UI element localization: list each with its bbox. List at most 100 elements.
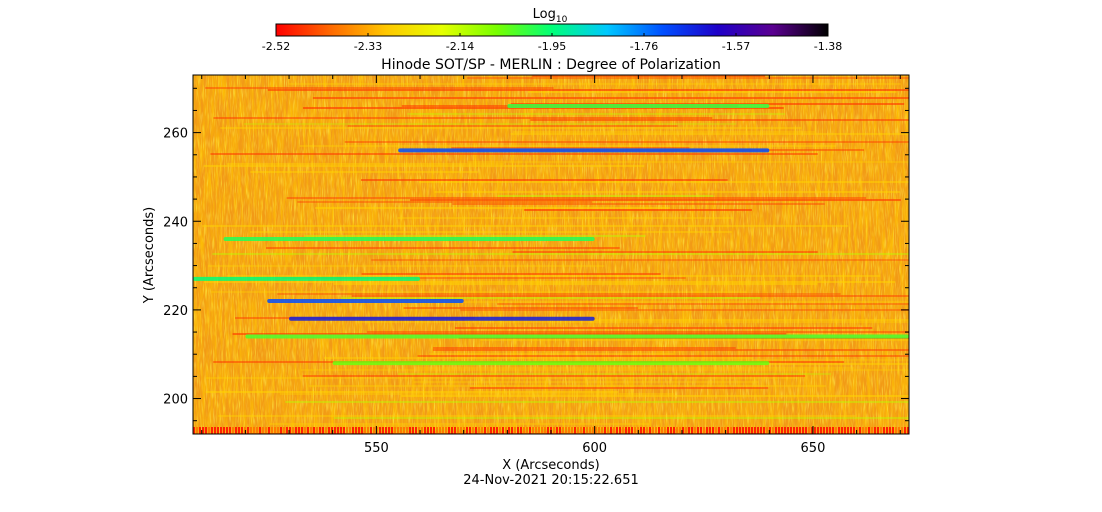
heatmap-edge-cell [286,427,288,434]
colorbar-tick-label: -1.95 [538,40,566,53]
heatmap-edge-cell [376,427,378,434]
colorbar: Log10 -2.52 -2.33 -2.14 -1.95 -1.76 -1.57 -1.3… [262,7,842,53]
colorbar-tick-label: -2.33 [354,40,382,53]
heatmap-edge-cell [640,427,642,434]
heatmap-band [285,401,909,403]
heatmap-edge-cell [673,427,675,434]
heatmap-band [203,165,645,167]
heatmap-edge-cell [202,427,204,434]
heatmap-edge-cell [262,427,264,434]
polarization-feature [332,361,770,366]
heatmap-edge-cell [661,427,663,434]
heatmap-edge-cell [271,427,273,434]
heatmap-edge-cell [532,427,534,434]
x-tick-label: 600 [582,441,607,456]
heatmap-edge-cell [361,427,363,434]
heatmap-edge-cell [289,427,291,434]
heatmap-edge-cell [427,427,429,434]
heatmap-edge-cell [880,427,882,434]
heatmap-band [206,377,799,379]
heatmap-band [524,209,752,211]
heatmap-band [288,83,901,85]
heatmap-edge-cell [838,427,840,434]
heatmap-edge-cell [199,427,201,434]
heatmap-edge-cell [787,427,789,434]
heatmap-edge-cell [277,427,279,434]
heatmap-edge-cell [304,427,306,434]
heatmap-edge-cell [580,427,582,434]
heatmap-edge-cell [406,427,408,434]
heatmap-band [287,425,518,427]
heatmap-edge-cell [874,427,876,434]
heatmap-edge-cell [214,427,216,434]
heatmap-edge-cell [763,427,765,434]
heatmap-edge-cell [631,427,633,434]
heatmap-band [267,89,909,91]
heatmap-edge-cell [370,427,372,434]
heatmap-edge-cell [646,427,648,434]
heatmap-edge-cell [409,427,411,434]
y-tick-label: 240 [163,215,188,230]
heatmap-edge-cell [649,427,651,434]
heatmap-band [202,225,849,227]
timestamp: 24-Nov-2021 20:15:22.651 [463,473,639,488]
heatmap-band [205,87,554,89]
heatmap-edge-cell [310,427,312,434]
heatmap-band [361,179,728,181]
heatmap-edge-cell [208,427,210,434]
heatmap-edge-cell [715,427,717,434]
heatmap-edge-cell [622,427,624,434]
heatmap-band [302,375,806,377]
heatmap-edge-cell [472,427,474,434]
heatmap-edge-cell [853,427,855,434]
heatmap-edge-cell [484,427,486,434]
heatmap-texture-yellow [193,75,909,434]
heatmap-band [367,331,909,333]
heatmap-edge-cell [355,427,357,434]
heatmap-edge-cell [349,427,351,434]
heatmap-band [512,131,816,133]
heatmap-edge-cell [247,427,249,434]
heatmap-band [469,387,769,389]
heatmap-edge-cell [817,427,819,434]
heatmap-band [243,123,737,125]
heatmap-edge-cell [559,427,561,434]
heatmap-edge-cell [772,427,774,434]
heatmap-edge-cell [811,427,813,434]
heatmap-edge-cell [307,427,309,434]
heatmap-edge-cell [235,427,237,434]
heatmap-edge-cell [295,427,297,434]
heatmap-edge-cell [679,427,681,434]
heatmap-edge-cell [592,427,594,434]
heatmap-band [361,273,661,275]
heatmap-edge-cell [430,427,432,434]
heatmap-edge-cell [256,427,258,434]
heatmap-edge-cell [844,427,846,434]
heatmap-band [466,161,909,163]
heatmap-band [452,203,825,205]
heatmap-edge-cell [721,427,723,434]
heatmap-edge-cell [460,427,462,434]
heatmap-edge-cell [754,427,756,434]
heatmap-edge-cell [595,427,597,434]
heatmap-edge-cell [316,427,318,434]
plot-area [193,75,909,434]
heatmap-edge-cell [850,427,852,434]
heatmap-features [193,104,909,366]
y-tick-label: 260 [163,127,188,142]
heatmap-edge-cell [205,427,207,434]
heatmap-edge-cell [331,427,333,434]
heatmap-band [347,125,678,127]
heatmap-band [397,373,832,375]
heatmap-edge-cell [604,427,606,434]
heatmap-edge-cell [877,427,879,434]
heatmap-edge-cell [418,427,420,434]
heatmap-edge-cell [904,427,906,434]
heatmap-band [265,247,620,249]
heatmap-edge-cell [358,427,360,434]
heatmap-band [269,423,650,425]
heatmap-edge-cell [769,427,771,434]
heatmap-band [211,291,747,293]
heatmap-edge-cell [862,427,864,434]
heatmap-edge-cell [322,427,324,434]
